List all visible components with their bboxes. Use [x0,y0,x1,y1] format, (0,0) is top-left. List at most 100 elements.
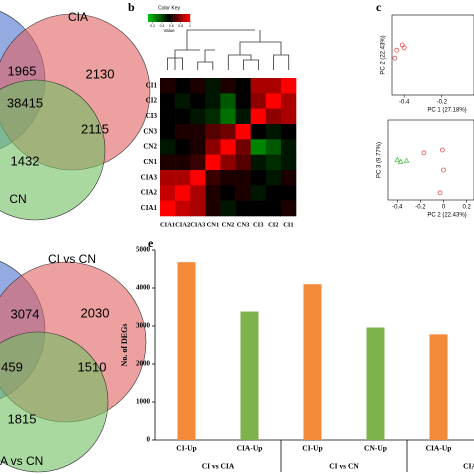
heatmap-cell [175,185,191,201]
column-label: CN1 [207,221,220,228]
venn-circle [0,79,106,221]
group-label: CI vs CN [329,462,359,471]
heatmap-cell [175,154,191,171]
venn-set-label: CN [9,192,26,206]
color-key-tick-label: 0.4 [160,24,165,28]
point [392,55,398,61]
x-tick-label: CN-Up [364,444,387,453]
heatmap-cell [250,124,267,140]
heatmap-cell [175,200,191,217]
heatmap-cell [235,78,251,94]
heatmap-cell [220,200,236,217]
heatmap-cell [175,139,191,155]
heatmap-cell [265,93,282,109]
heatmap-cell [280,139,297,155]
point [441,167,446,173]
point [437,190,443,196]
y-tick-label: 4000 [136,284,151,292]
heatmap-cell [220,170,236,186]
venn-count: 1965 [8,63,37,78]
plot-frame [387,119,474,201]
heatmap-cell [190,124,206,140]
heatmap-cell [160,93,176,109]
dendrogram [167,29,290,70]
color-key-swatch [150,14,153,22]
heatmap-cell [160,124,176,140]
column-label: CI1 [283,221,293,228]
color-key-label: Value [163,28,175,33]
heatmap-cell [235,170,251,186]
y-axis-label: No. of DEGs [120,324,129,367]
heatmap-cell [280,108,297,125]
x-tick-label: -0.4 [399,100,410,106]
color-key-tick-label: 1 [189,24,191,28]
heatmap-cell [205,185,221,201]
heatmap-cell [190,200,206,217]
point [394,47,400,53]
heatmap-cell [205,78,221,94]
x-tick-label: 0.2 [463,205,472,211]
heatmap-cell [250,108,267,125]
point [403,157,410,163]
color-key-tick-label: 0.2 [150,24,155,28]
color-key-swatch [166,14,170,22]
panel-label: b [128,0,135,14]
group-label: CI vs CIA [202,462,235,471]
plot-frame [391,14,474,96]
heatmap-cell [235,200,251,217]
y-axis-label: PC 3 (9.77%) [377,142,383,178]
x-tick-label: CI-Up [176,444,196,453]
y-tick-label: 3000 [136,322,151,330]
heatmap-cell [220,124,236,140]
heatmap-cell [175,78,191,94]
point [401,45,407,51]
x-axis-label: PC 1 (27.18%) [427,108,466,114]
heatmap-cell [205,139,221,155]
panel-label: c [376,0,382,14]
heatmap-cell [190,139,206,155]
x-tick-label: -0.4 [392,205,403,211]
row-label: CI1 [146,81,158,89]
color-key-tick-label: 0.6 [169,24,174,28]
y-tick-label: 0 [147,436,151,444]
x-tick-label: CI-Up [302,444,322,453]
venn-count: 3074 [11,306,40,321]
row-label: CI2 [146,97,158,105]
venn-count: 1432 [11,153,40,168]
row-label: CN1 [143,158,157,166]
row-label: CIA1 [141,204,158,212]
heatmap-cell [265,78,282,94]
heatmap-cell [205,108,221,125]
column-label: CIA3 [190,221,206,228]
y-tick-label: 1000 [136,398,151,406]
color-key-swatch [185,14,189,22]
color-key-swatch [158,14,161,22]
heatmap-cell [250,154,267,171]
heatmap-cell [235,124,251,140]
heatmap-cell [280,93,297,109]
color-key-swatch [154,14,157,22]
heatmap-cell [160,170,176,186]
heatmap-cell [190,108,206,125]
heatmap-cell [190,78,206,94]
bar [366,327,385,440]
venn-count: 38415 [7,95,43,110]
bar [429,334,448,440]
column-label: CI2 [268,221,278,228]
point [397,158,404,164]
column-label: CIA1 [160,221,175,228]
heatmap-cell [280,170,297,186]
heatmap-cell [160,185,176,201]
venn-count: 2130 [86,66,115,81]
bar [240,311,259,440]
x-axis-label: PC 2 (22.43%) [427,213,466,219]
color-key-swatch [164,14,168,22]
heatmap-cell [280,154,297,171]
column-label: CN2 [222,221,235,228]
venn-count: 1815 [8,411,37,426]
heatmap-cell [175,93,191,109]
heatmap-cell [265,108,282,125]
row-label: CN2 [143,143,157,151]
heatmap-cell [265,154,282,171]
